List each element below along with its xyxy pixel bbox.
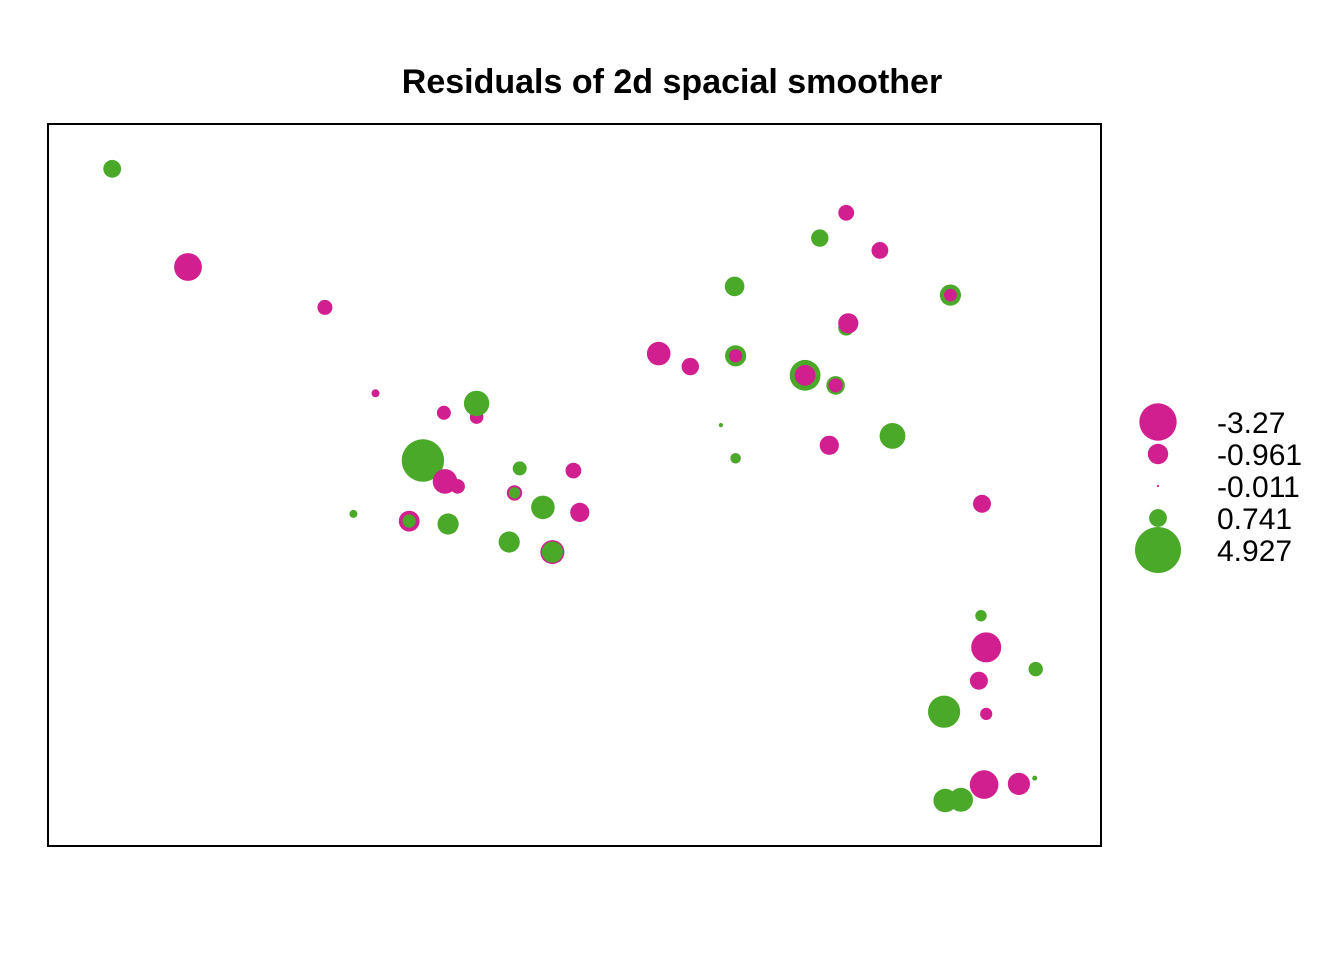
positive-residual-point [718,423,724,428]
positive-residual-point [463,390,490,417]
negative-residual-point [646,341,671,366]
negative-residual-point [838,313,859,334]
negative-residual-point [436,405,451,420]
positive-residual-point [730,453,741,464]
negative-residual-point [819,435,839,455]
positive-residual-point [928,695,961,728]
negative-residual-point [973,494,991,513]
positive-residual-point [349,509,358,518]
legend-label: -3.27 [1217,407,1285,440]
negative-residual-point [371,389,380,398]
positive-residual-point [811,229,829,247]
negative-residual-point [729,349,743,363]
positive-residual-point [512,461,527,476]
legend-symbol [1149,509,1167,527]
negative-residual-point [1007,772,1030,796]
legend-symbol [1147,443,1169,465]
negative-residual-point [794,364,816,386]
negative-residual-point [317,299,333,315]
legend-symbol [1135,527,1181,573]
negative-residual-point [174,253,202,281]
positive-residual-point [949,787,973,812]
positive-residual-point [975,610,987,622]
legend-label: 4.927 [1217,535,1292,568]
negative-residual-point [828,378,843,393]
positive-residual-point [879,423,906,449]
legend-label: -0.961 [1217,439,1302,472]
positive-residual-point [437,513,459,535]
negative-residual-point [681,357,699,376]
positive-residual-point [103,159,122,178]
negative-residual-point [969,770,999,799]
positive-residual-point [401,439,445,482]
negative-residual-point [565,462,582,479]
negative-residual-point [838,204,855,221]
positive-residual-point [1028,661,1043,677]
negative-residual-point [980,707,993,721]
positive-residual-point [508,487,521,499]
negative-residual-point [971,632,1002,663]
chart-title: Residuals of 2d spacial smoother [402,63,942,101]
positive-residual-point [498,531,520,553]
negative-residual-point [944,288,957,302]
positive-residual-point [541,541,564,563]
negative-residual-point [570,502,590,522]
legend-symbol [1156,484,1160,488]
negative-residual-point [450,479,465,494]
plot-frame [47,123,1102,847]
positive-residual-point [1032,775,1038,781]
negative-residual-point [969,671,988,690]
negative-residual-point [871,242,889,259]
positive-residual-point [531,495,555,520]
legend-label: 0.741 [1217,503,1292,536]
legend-symbol [1139,403,1177,441]
data-points [103,159,1043,813]
positive-residual-point [724,276,745,297]
legend-label: -0.011 [1217,471,1300,504]
positive-residual-point [402,514,416,528]
